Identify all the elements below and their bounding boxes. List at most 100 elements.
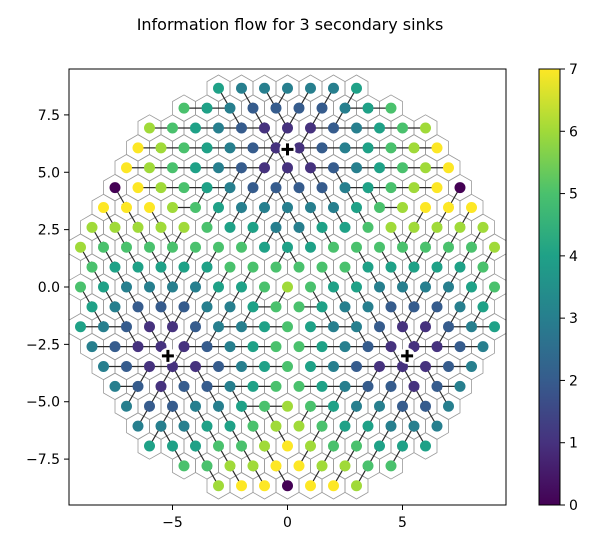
node-point (397, 321, 408, 333)
node-layer (75, 82, 500, 492)
colorbar-tick-label: 4 (569, 249, 578, 265)
x-tick-label: 0 (283, 515, 292, 531)
node-point (132, 221, 144, 233)
node-point (328, 122, 339, 134)
node-point (282, 321, 293, 333)
node-point (132, 142, 144, 154)
node-point (155, 261, 167, 273)
node-point (213, 321, 224, 333)
node-point (144, 360, 155, 372)
node-point (282, 162, 293, 174)
node-point (385, 301, 397, 313)
node-point (190, 162, 201, 174)
node-point (420, 281, 431, 293)
node-point (454, 341, 466, 353)
node-point (144, 281, 155, 293)
node-point (282, 241, 293, 253)
node-point (224, 420, 236, 432)
node-point (178, 142, 190, 154)
node-point (121, 281, 132, 293)
node-point (328, 202, 339, 214)
node-point (305, 122, 316, 134)
node-point (351, 241, 362, 253)
node-point (454, 301, 466, 313)
node-point (351, 162, 362, 174)
node-point (75, 241, 86, 253)
node-point (293, 301, 305, 313)
node-point (144, 321, 155, 333)
node-point (121, 400, 132, 412)
node-point (420, 202, 431, 214)
node-point (178, 420, 190, 432)
node-point (420, 122, 431, 134)
node-point (109, 380, 121, 392)
node-point (270, 380, 282, 392)
node-point (408, 182, 420, 194)
node-point (155, 182, 167, 194)
node-point (236, 241, 247, 253)
node-point (224, 221, 236, 233)
node-point (201, 142, 213, 154)
node-point (236, 480, 247, 492)
y-tick-label: 5.0 (38, 165, 60, 181)
colorbar-gradient (538, 68, 561, 506)
node-point (201, 341, 213, 353)
node-point (408, 221, 420, 233)
node-point (385, 261, 397, 273)
node-point (316, 221, 328, 233)
node-point (109, 261, 121, 273)
node-point (282, 440, 293, 452)
node-point (282, 82, 293, 94)
node-point (224, 380, 236, 392)
node-point (259, 241, 270, 253)
colorbar: 0 1 2 3 4 5 6 7 (538, 62, 578, 514)
node-point (247, 182, 259, 194)
node-point (144, 400, 155, 412)
node-point (328, 82, 339, 94)
node-point (247, 420, 259, 432)
node-point (489, 321, 500, 333)
node-point (397, 202, 408, 214)
node-point (236, 122, 247, 134)
node-point (339, 460, 351, 472)
node-point (316, 102, 328, 114)
node-point (121, 202, 132, 214)
node-point (155, 380, 167, 392)
node-point (247, 341, 259, 353)
node-point (466, 202, 477, 214)
node-point (339, 142, 351, 154)
node-point (420, 241, 431, 253)
node-point (293, 420, 305, 432)
x-tick-label: 5 (398, 515, 407, 531)
node-point (351, 440, 362, 452)
node-point (224, 182, 236, 194)
hex-cell (413, 114, 438, 142)
node-point (178, 221, 190, 233)
node-point (477, 261, 489, 273)
hex-cell-layer (69, 74, 506, 500)
node-point (155, 221, 167, 233)
node-point (316, 301, 328, 313)
node-point (466, 281, 477, 293)
node-point (477, 221, 489, 233)
node-point (339, 261, 351, 273)
node-point (316, 380, 328, 392)
node-point (351, 480, 362, 492)
node-point (270, 341, 282, 353)
node-point (339, 221, 351, 233)
node-point (132, 341, 144, 353)
node-point (167, 400, 178, 412)
node-point (178, 102, 190, 114)
node-point (201, 182, 213, 194)
node-point (190, 360, 201, 372)
node-point (132, 420, 144, 432)
node-point (247, 142, 259, 154)
sink-marker-layer (159, 141, 416, 364)
x-axis: −5 0 5 (162, 505, 407, 531)
node-point (144, 241, 155, 253)
hex-cell (379, 94, 403, 122)
node-point (98, 281, 109, 293)
node-point (328, 400, 339, 412)
node-point (443, 321, 454, 333)
node-point (385, 102, 397, 114)
